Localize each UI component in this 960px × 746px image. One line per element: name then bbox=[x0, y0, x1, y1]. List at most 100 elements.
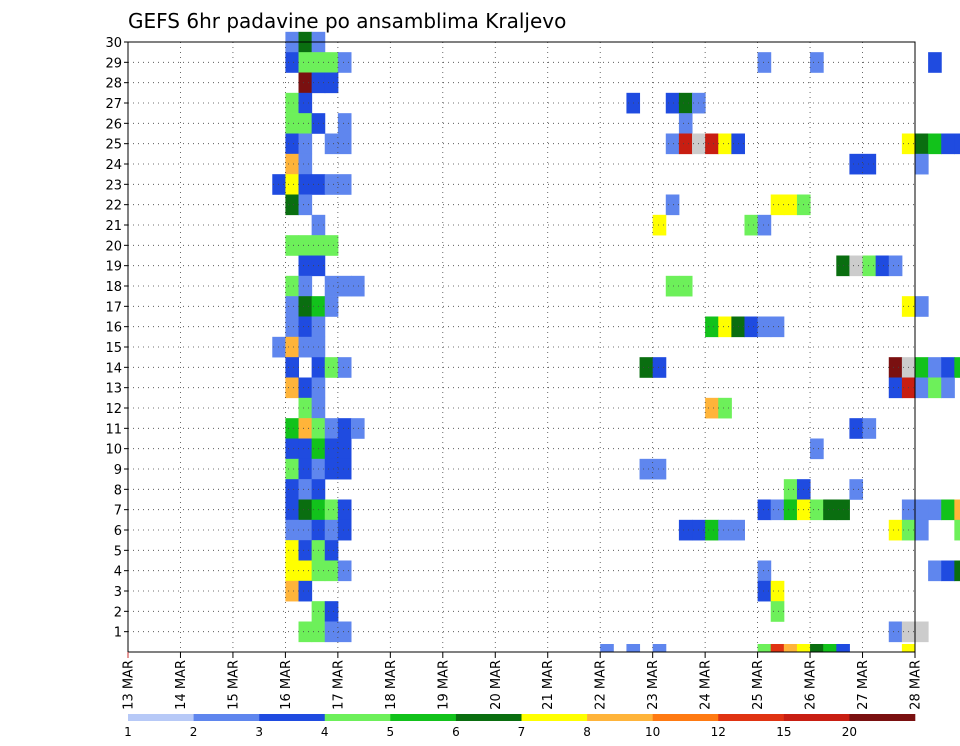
x-tick-label: 28 MAR bbox=[909, 660, 924, 710]
precip-cell bbox=[337, 174, 352, 195]
precip-cell bbox=[954, 499, 960, 521]
precip-cell bbox=[298, 194, 313, 216]
colorbar-label: 15 bbox=[776, 725, 791, 739]
precip-cell bbox=[678, 519, 693, 541]
precip-cell bbox=[718, 133, 732, 155]
x-tick-label: 21 MAR bbox=[541, 660, 556, 710]
precip-cell bbox=[678, 275, 693, 297]
y-tick-label: 26 bbox=[105, 117, 122, 132]
precip-cell bbox=[705, 316, 719, 338]
precip-cell bbox=[888, 519, 903, 541]
y-tick-label: 28 bbox=[105, 77, 122, 92]
precip-cell bbox=[678, 133, 693, 155]
precip-cell bbox=[324, 499, 339, 521]
y-tick-label: 27 bbox=[105, 97, 122, 112]
precip-cell bbox=[770, 644, 785, 653]
colorbar-label: 12 bbox=[711, 725, 726, 739]
x-tick-label: 25 MAR bbox=[751, 660, 766, 710]
precip-cell bbox=[298, 560, 313, 582]
precip-cell bbox=[298, 92, 313, 114]
y-tick-label: 21 bbox=[105, 219, 122, 234]
colorbar-swatch bbox=[849, 714, 916, 721]
y-tick-label: 14 bbox=[105, 361, 122, 376]
precip-cell bbox=[298, 296, 313, 317]
precip-cell bbox=[298, 235, 313, 256]
precip-cell bbox=[285, 418, 300, 439]
y-tick-label: 23 bbox=[105, 178, 122, 193]
colorbar-label: 5 bbox=[387, 725, 395, 739]
x-tick-label: 20 MAR bbox=[489, 660, 504, 710]
precip-cell bbox=[324, 621, 339, 643]
precip-cell bbox=[941, 357, 955, 378]
precip-cell bbox=[810, 499, 824, 521]
precip-cell bbox=[652, 214, 667, 236]
precip-cell bbox=[285, 560, 300, 582]
precip-cell bbox=[324, 72, 339, 94]
precip-cell bbox=[915, 519, 929, 541]
y-tick-label: 11 bbox=[105, 422, 122, 437]
precip-cell bbox=[639, 357, 654, 378]
precip-cell bbox=[665, 275, 680, 297]
y-tick-label: 29 bbox=[105, 56, 122, 71]
precip-cell bbox=[783, 479, 798, 500]
precip-cell bbox=[285, 92, 300, 114]
precip-cell bbox=[705, 397, 719, 419]
precip-cell bbox=[337, 357, 352, 378]
precip-cell bbox=[915, 133, 929, 155]
precip-cell bbox=[941, 133, 955, 155]
precip-cell bbox=[324, 540, 339, 561]
precip-cell bbox=[954, 519, 960, 541]
precip-cell bbox=[298, 316, 313, 338]
precip-cell bbox=[928, 52, 942, 73]
precip-cell bbox=[350, 275, 365, 297]
precip-cell bbox=[285, 316, 300, 338]
y-tick-label: 8 bbox=[114, 483, 122, 498]
colorbar-label: 4 bbox=[321, 725, 329, 739]
x-tick-label: 14 MAR bbox=[174, 660, 189, 710]
precip-cell bbox=[941, 499, 955, 521]
precip-cell bbox=[757, 580, 772, 602]
precip-cell bbox=[849, 255, 864, 277]
precip-cell bbox=[915, 357, 929, 378]
x-tick-label: 18 MAR bbox=[384, 660, 399, 710]
colorbar-swatch bbox=[455, 714, 522, 721]
precip-cell bbox=[941, 377, 955, 399]
precip-cell bbox=[849, 418, 864, 439]
y-tick-label: 1 bbox=[114, 626, 122, 641]
colorbar-layer: 1 2 3 4 5 6 7 8 10 12 15 20 bbox=[124, 714, 916, 739]
precip-cell bbox=[285, 479, 300, 500]
precip-cell bbox=[757, 214, 772, 236]
precip-cell bbox=[324, 235, 339, 256]
chart-title: GEFS 6hr padavine po ansamblima Kraljevo bbox=[128, 9, 566, 33]
precip-cell bbox=[862, 255, 877, 277]
precip-cell bbox=[298, 133, 313, 155]
precip-cell bbox=[298, 519, 313, 541]
precip-cell bbox=[285, 438, 300, 460]
colorbar-label: 10 bbox=[645, 725, 660, 739]
colorbar-swatch bbox=[390, 714, 457, 721]
precip-cell bbox=[337, 438, 352, 460]
precip-cell bbox=[770, 499, 785, 521]
y-tick-label: 17 bbox=[105, 300, 122, 315]
y-tick-label: 22 bbox=[105, 199, 122, 214]
precip-cell bbox=[783, 499, 798, 521]
precip-cell bbox=[770, 316, 785, 338]
y-tick-label: 16 bbox=[105, 321, 122, 336]
precip-cell bbox=[849, 153, 864, 175]
precip-cell bbox=[285, 580, 300, 602]
colorbar-swatch bbox=[718, 714, 785, 721]
precip-cell bbox=[652, 357, 667, 378]
precip-cell bbox=[770, 580, 785, 602]
precip-cell bbox=[862, 153, 877, 175]
y-tick-label: 30 bbox=[105, 36, 122, 51]
precip-cell bbox=[298, 418, 313, 439]
precip-cell bbox=[337, 499, 352, 521]
x-tick-label: 22 MAR bbox=[594, 660, 609, 710]
precip-cell bbox=[324, 519, 339, 541]
precip-cell bbox=[678, 92, 693, 114]
precip-cell bbox=[757, 560, 772, 582]
precip-cell bbox=[954, 357, 960, 378]
precip-cell bbox=[678, 113, 693, 134]
x-tick-label: 15 MAR bbox=[226, 660, 241, 710]
precip-cell bbox=[652, 644, 667, 653]
